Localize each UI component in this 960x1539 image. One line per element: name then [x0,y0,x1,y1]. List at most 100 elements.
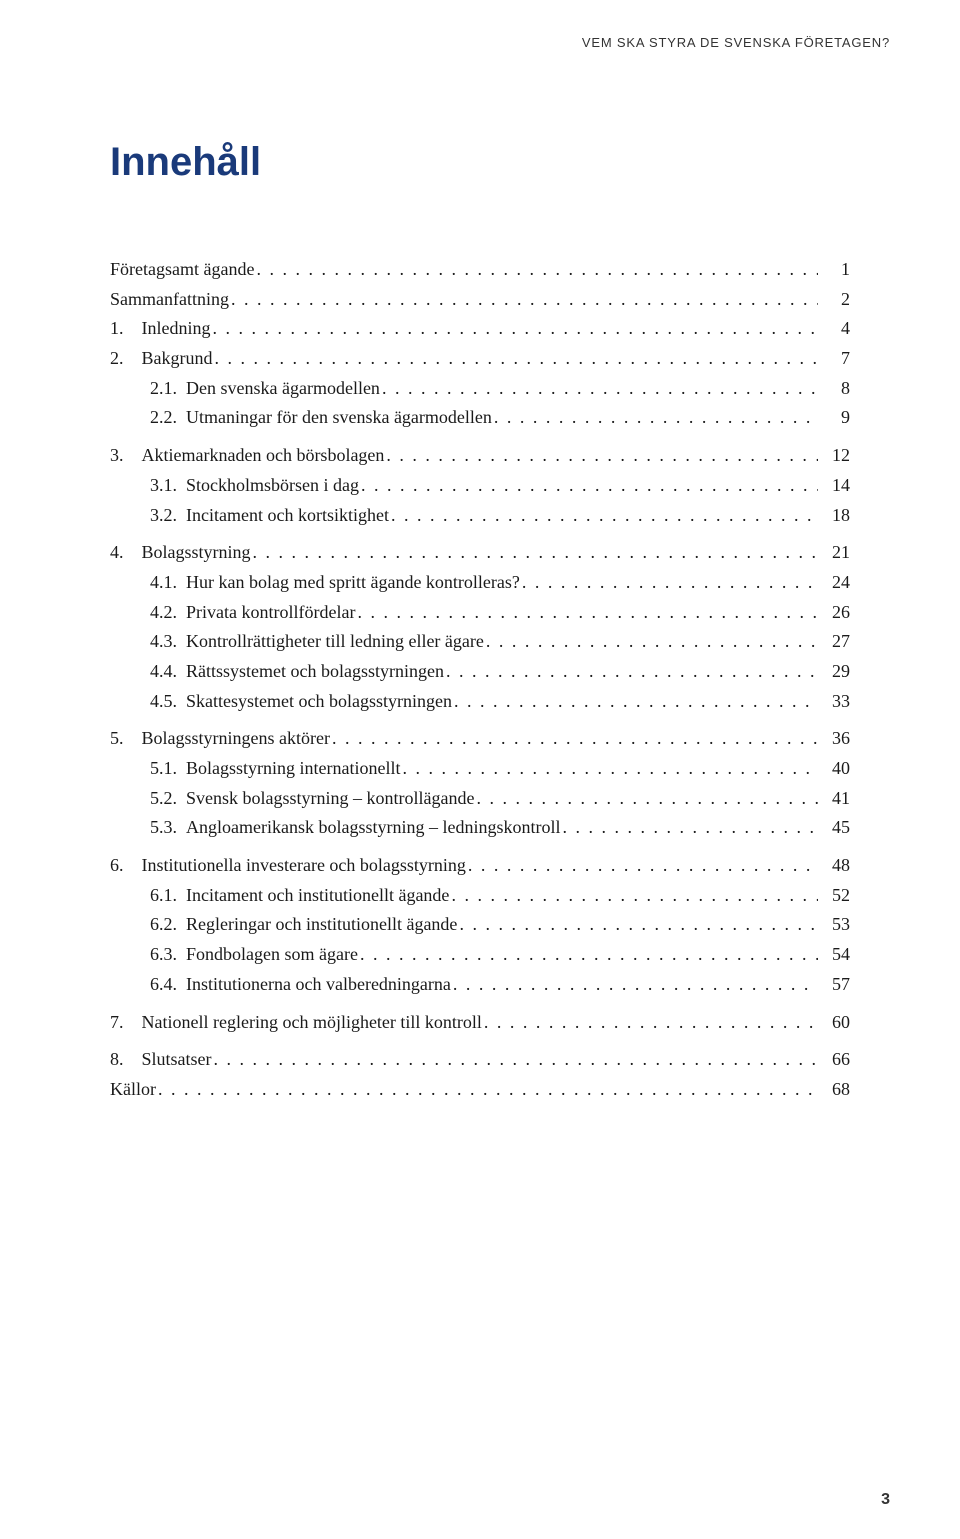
toc-row: 6.2. Regleringar och institutionellt äga… [150,910,850,940]
toc-row: Företagsamt ägande 1 [110,255,850,285]
toc-entry-page: 60 [820,1008,850,1038]
toc-entry-page: 24 [820,568,850,598]
toc-leader [391,501,818,531]
toc-entry-page: 48 [820,851,850,881]
toc-row: 4.2. Privata kontrollfördelar 26 [150,598,850,628]
toc-leader [158,1075,818,1105]
toc-entry-page: 9 [820,403,850,433]
toc-row: 7. Nationell reglering och möjligheter t… [110,1008,850,1038]
toc-entry-page: 26 [820,598,850,628]
toc-row: 3.1. Stockholmsbörsen i dag14 [150,471,850,501]
toc-entry-label: 4.3. Kontrollrättigheter till ledning el… [150,627,484,657]
toc-entry-label: 5.3. Angloamerikansk bolagsstyrning – le… [150,813,560,843]
toc-entry-page: 21 [820,538,850,568]
toc-leader [213,314,819,344]
toc-entry-page: 8 [820,374,850,404]
toc-row: 3.2. Incitament och kortsiktighet 18 [150,501,850,531]
toc-entry-label: 4.5. Skattesystemet och bolagsstyrningen [150,687,452,717]
toc-row: Källor 68 [110,1075,850,1105]
toc-entry-label: Sammanfattning [110,285,229,315]
toc-entry-label: 5.1. Bolagsstyrning internationellt [150,754,400,784]
toc-entry-label: 1. Inledning [110,314,211,344]
toc-row: 4.1. Hur kan bolag med spritt ägande kon… [150,568,850,598]
toc-entry-page: 4 [820,314,850,344]
toc-entry-page: 41 [820,784,850,814]
toc-entry-page: 7 [820,344,850,374]
toc-entry-page: 1 [820,255,850,285]
toc-leader [360,940,818,970]
toc-entry-label: 3. Aktiemarknaden och börsbolagen [110,441,384,471]
toc-leader [256,255,818,285]
toc-entry-label: 5.2. Svensk bolagsstyrning – kontrolläga… [150,784,474,814]
toc-entry-label: 6.4. Institutionerna och valberedningarn… [150,970,451,1000]
toc-row: 4.4. Rättssystemet och bolagsstyrningen 2… [150,657,850,687]
toc-row: 5. Bolagsstyrningens aktörer 36 [110,724,850,754]
toc-leader [476,784,818,814]
toc-leader [361,471,818,501]
toc-entry-page: 45 [820,813,850,843]
toc-entry-label: 6.3. Fondbolagen som ägare [150,940,358,970]
toc-title: Innehåll [110,140,850,185]
toc-row: 8. Slutsatser 66 [110,1045,850,1075]
toc-entry-label: 8. Slutsatser [110,1045,212,1075]
toc-entry-label: 4.2. Privata kontrollfördelar [150,598,355,628]
toc-row: 4.5. Skattesystemet och bolagsstyrningen… [150,687,850,717]
toc-entry-label: 6. Institutionella investerare och bolag… [110,851,466,881]
toc-entry-page: 36 [820,724,850,754]
document-page: VEM SKA STYRA DE SVENSKA FÖRETAGEN? Inne… [0,0,960,1539]
toc-row: 5.2. Svensk bolagsstyrning – kontrolläga… [150,784,850,814]
toc-entry-page: 52 [820,881,850,911]
toc-entry-page: 33 [820,687,850,717]
toc-entry-label: 5. Bolagsstyrningens aktörer [110,724,330,754]
toc-container: Företagsamt ägande1Sammanfattning21. Inl… [110,255,850,1105]
toc-entry-page: 14 [820,471,850,501]
toc-entry-label: 2.2. Utmaningar för den svenska ägarmode… [150,403,492,433]
toc-row: 6.4. Institutionerna och valberedningarn… [150,970,850,1000]
toc-entry-label: 2. Bakgrund [110,344,213,374]
toc-leader [562,813,818,843]
toc-entry-label: 3.2. Incitament och kortsiktighet [150,501,389,531]
toc-entry-label: 2.1. Den svenska ägarmodellen [150,374,380,404]
toc-leader [459,910,818,940]
toc-leader [386,441,818,471]
toc-row: 3. Aktiemarknaden och börsbolagen 12 [110,441,850,471]
toc-entry-page: 2 [820,285,850,315]
toc-leader [253,538,818,568]
running-head: VEM SKA STYRA DE SVENSKA FÖRETAGEN? [582,35,890,50]
toc-leader [484,1008,818,1038]
toc-entry-page: 53 [820,910,850,940]
toc-entry-label: 6.1. Incitament och institutionellt ägan… [150,881,449,911]
toc-entry-page: 40 [820,754,850,784]
toc-entry-label: Företagsamt ägande [110,255,254,285]
toc-leader [231,285,818,315]
toc-leader [382,374,818,404]
toc-leader [215,344,819,374]
toc-leader [402,754,818,784]
toc-row: 2.1. Den svenska ägarmodellen 8 [150,374,850,404]
toc-leader [446,657,818,687]
toc-entry-page: 27 [820,627,850,657]
toc-entry-page: 66 [820,1045,850,1075]
toc-leader [486,627,818,657]
toc-row: 6.3. Fondbolagen som ägare 54 [150,940,850,970]
toc-entry-page: 12 [820,441,850,471]
toc-entry-label: 4. Bolagsstyrning [110,538,251,568]
toc-leader [332,724,818,754]
toc-entry-label: 6.2. Regleringar och institutionellt äga… [150,910,457,940]
toc-row: 4.3. Kontrollrättigheter till ledning el… [150,627,850,657]
toc-row: 2. Bakgrund 7 [110,344,850,374]
toc-entry-label: Källor [110,1075,156,1105]
toc-entry-page: 54 [820,940,850,970]
toc-entry-page: 68 [820,1075,850,1105]
toc-entry-label: 4.4. Rättssystemet och bolagsstyrningen [150,657,444,687]
toc-leader [522,568,818,598]
toc-entry-page: 18 [820,501,850,531]
toc-row: 4. Bolagsstyrning 21 [110,538,850,568]
toc-leader [494,403,818,433]
toc-leader [357,598,818,628]
toc-row: 5.3. Angloamerikansk bolagsstyrning – le… [150,813,850,843]
toc-entry-page: 57 [820,970,850,1000]
toc-row: 6.1. Incitament och institutionellt ägan… [150,881,850,911]
toc-row: 1. Inledning 4 [110,314,850,344]
toc-entry-page: 29 [820,657,850,687]
